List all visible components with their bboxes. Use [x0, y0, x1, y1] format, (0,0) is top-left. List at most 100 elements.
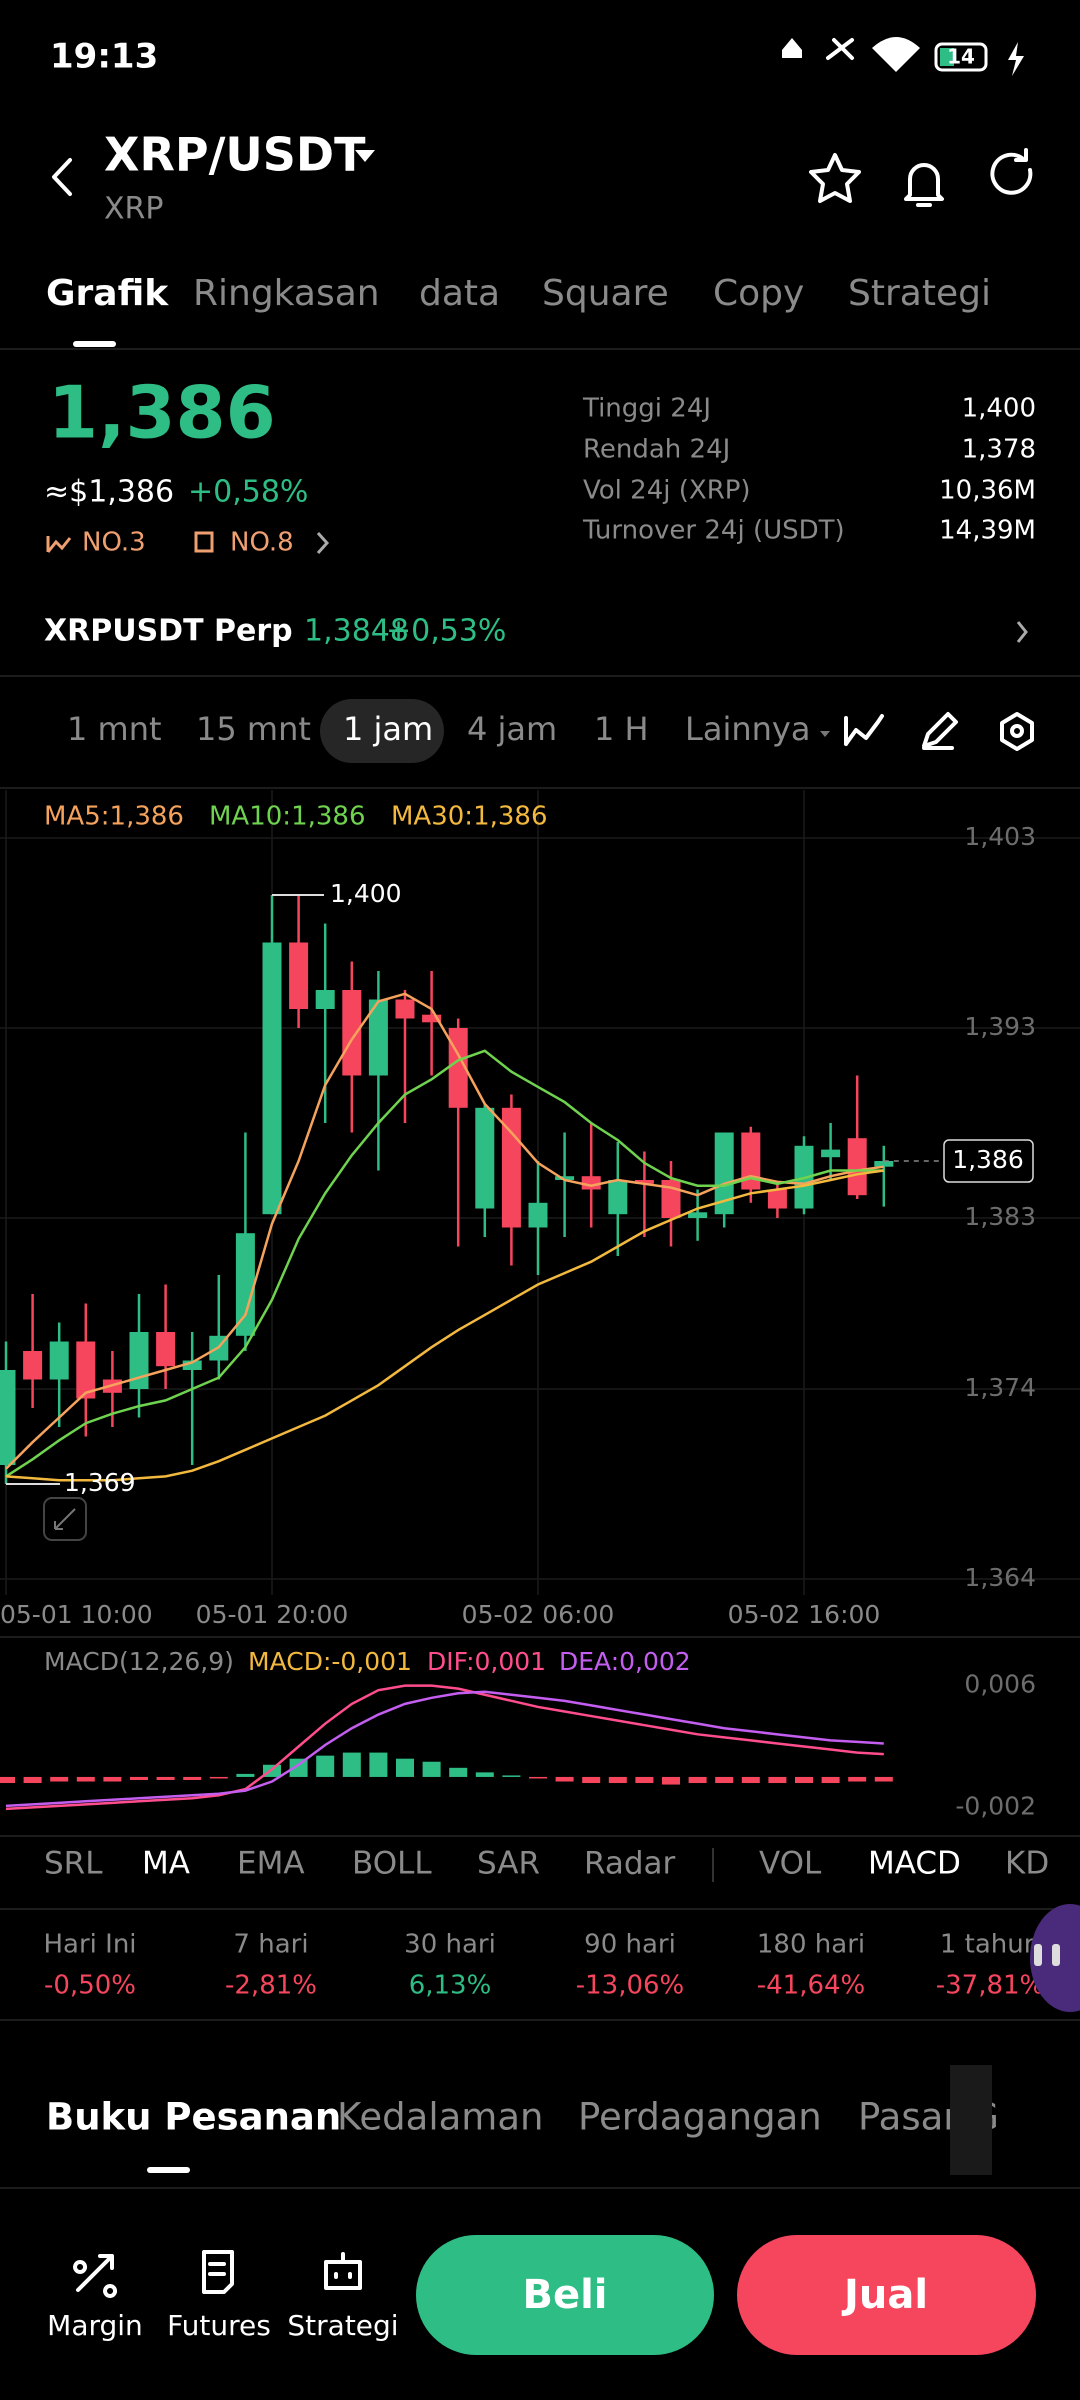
battery-level: 14 — [947, 45, 975, 69]
settings-tool[interactable] — [1000, 712, 1034, 751]
candle-body — [767, 1189, 787, 1209]
candle-body — [847, 1138, 867, 1196]
nav-label[interactable]: Strategi — [287, 2309, 398, 2342]
y-tick-label: 1,374 — [964, 1373, 1036, 1402]
strategy-icon[interactable] — [324, 2252, 362, 2290]
legend-entry: MA30:1,386 — [391, 802, 548, 832]
pair-dropdown[interactable] — [355, 150, 375, 162]
macd-bar — [369, 1752, 388, 1777]
macd-bar — [555, 1776, 574, 1782]
perp-change: +0,53% — [386, 614, 506, 649]
y-tick-label: 1,364 — [964, 1563, 1036, 1592]
alert-button[interactable] — [904, 163, 944, 207]
buy-button[interactable] — [416, 2235, 714, 2355]
tab[interactable]: Square — [542, 273, 669, 314]
macd-bar — [316, 1755, 335, 1777]
indicator-tab[interactable]: SRL — [44, 1846, 103, 1882]
macd-bar — [795, 1776, 813, 1784]
x-tick-label: 05-01 20:00 — [196, 1600, 349, 1629]
more-dropdown[interactable] — [820, 731, 830, 737]
indicator-tool[interactable] — [844, 714, 884, 746]
indicator-tab[interactable]: BOLL — [352, 1846, 432, 1882]
stat-label: Tinggi 24J — [582, 394, 711, 424]
buy-label[interactable]: Beli — [522, 2272, 607, 2318]
rank-icon — [194, 531, 214, 553]
rank-b[interactable]: NO.8 — [230, 528, 294, 558]
perp-chevron[interactable] — [1016, 621, 1028, 643]
tab[interactable]: data — [419, 273, 500, 314]
macd-title: MACD(12,26,9) — [44, 1647, 234, 1676]
sell-button[interactable] — [737, 2235, 1036, 2355]
status-time: 19:13 — [50, 37, 158, 77]
book-tab[interactable]: Buku Pesanan — [46, 2096, 341, 2139]
pair-title[interactable]: XRP/USDT — [104, 128, 366, 182]
candle-body — [262, 942, 282, 1215]
macd-bar — [475, 1772, 494, 1777]
x-tick-label: 05-02 06:00 — [462, 1600, 615, 1629]
tab[interactable]: Grafik — [46, 273, 169, 314]
macd-bar — [50, 1776, 69, 1782]
tab-underline — [73, 341, 116, 347]
perf-label: Hari Ini — [43, 1930, 136, 1960]
rank-a[interactable]: NO.3 — [82, 528, 146, 558]
legend-entry: MA5:1,386 — [44, 802, 184, 832]
candle-body — [342, 990, 362, 1076]
macd-bar — [715, 1776, 734, 1784]
margin-icon[interactable] — [73, 2254, 118, 2298]
draw-tool[interactable] — [922, 712, 958, 750]
favorite-button[interactable] — [809, 153, 861, 203]
indicator-tab[interactable]: SAR — [477, 1846, 540, 1882]
tab[interactable]: Ringkasan — [193, 273, 380, 314]
indicator-tab[interactable]: MACD — [868, 1846, 961, 1882]
candle-body — [289, 942, 309, 1009]
tab-fade — [950, 2065, 992, 2175]
interval[interactable]: 15 mnt — [196, 710, 311, 748]
indicator-tab[interactable]: VOL — [759, 1846, 822, 1882]
candle-body — [475, 1107, 495, 1209]
interval[interactable]: 1 H — [594, 710, 649, 748]
macd-bar — [874, 1776, 893, 1782]
macd-bar — [76, 1776, 95, 1782]
sell-label[interactable]: Jual — [841, 2272, 928, 2318]
expand-button[interactable] — [43, 1497, 87, 1541]
indicator-tab[interactable]: KD — [1005, 1846, 1049, 1882]
book-tab[interactable]: Kedalaman — [337, 2096, 543, 2139]
futures-icon[interactable] — [202, 2250, 234, 2294]
tab[interactable]: Copy — [713, 273, 804, 314]
perf-label: 180 hari — [757, 1930, 865, 1960]
macd-bar — [396, 1758, 414, 1777]
macd-bar — [821, 1776, 840, 1784]
interval[interactable]: 4 jam — [467, 710, 557, 748]
candle-body — [528, 1202, 548, 1228]
candle-body — [714, 1132, 734, 1215]
indicator-tab[interactable]: EMA — [237, 1846, 305, 1882]
expand-icon — [54, 1508, 76, 1530]
interval[interactable]: Lainnya — [685, 710, 810, 748]
indicator-tab[interactable]: MA — [142, 1846, 190, 1882]
indicator-tab[interactable]: Radar — [584, 1846, 676, 1882]
book-tab[interactable]: Perdagangan — [578, 2096, 822, 2139]
rank-chevron[interactable] — [316, 531, 330, 555]
nav-label[interactable]: Futures — [167, 2309, 271, 2342]
macd-bar — [342, 1752, 361, 1777]
legend-entry: MA10:1,386 — [209, 802, 366, 832]
interval[interactable]: 1 mnt — [67, 710, 162, 748]
perp-price: 1,3848 — [304, 614, 409, 649]
perf-value: 6,13% — [409, 1971, 492, 2001]
candle-body — [422, 1014, 442, 1023]
tab[interactable]: Strategi — [848, 273, 991, 314]
candle-body — [634, 1180, 654, 1184]
perp-name[interactable]: XRPUSDT Perp — [44, 614, 293, 649]
interval[interactable]: 1 jam — [343, 710, 433, 748]
y-tick-label: 1,403 — [964, 822, 1036, 851]
candle-body — [555, 1176, 575, 1180]
back-button[interactable] — [52, 158, 72, 196]
nav-label[interactable]: Margin — [47, 2309, 143, 2342]
macd-bar — [130, 1776, 148, 1780]
perf-value: -37,81% — [936, 1971, 1045, 2001]
settings-tool — [1010, 724, 1024, 738]
macd-bar — [741, 1776, 760, 1784]
share-button[interactable] — [990, 148, 1033, 195]
candle-body — [23, 1351, 43, 1380]
